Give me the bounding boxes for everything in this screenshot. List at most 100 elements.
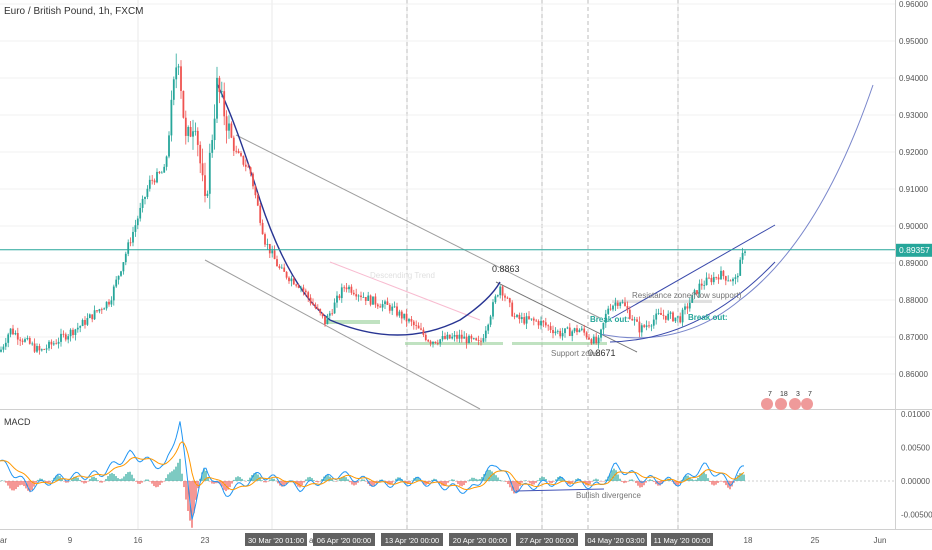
macd-histogram-bar <box>711 481 713 485</box>
event-markers[interactable]: 7 18 3 7 <box>761 391 813 410</box>
macd-histogram-bar <box>573 481 575 482</box>
chart-title: Euro / British Pound, 1h, FXCM <box>4 6 144 17</box>
event-icon-4[interactable] <box>801 398 813 410</box>
macd-histogram-bar <box>463 481 465 486</box>
macd-histogram-bar <box>549 481 551 483</box>
macd-histogram-bar <box>249 477 251 481</box>
candle-body <box>24 339 26 342</box>
macd-histogram-bar <box>147 479 149 481</box>
candle-body <box>422 329 425 335</box>
price-axis[interactable]: 0.96000 0.95000 0.94000 0.93000 0.92000 0.910… <box>899 0 928 379</box>
macd-histogram-bar <box>567 481 569 485</box>
candle-body <box>372 296 374 305</box>
macd-axis[interactable]: 0.01000 0.00500 0.00000 -0.00500 <box>901 410 932 520</box>
macd-tick: 0.00500 <box>901 444 930 453</box>
time-marker-label: 04 May '20 03:00 <box>587 536 644 545</box>
candle-body <box>242 155 245 165</box>
macd-histogram-bar <box>367 481 369 484</box>
macd-histogram-bar <box>373 481 375 486</box>
candle-body <box>312 303 314 305</box>
candle-body <box>182 90 185 118</box>
macd-histogram-bar <box>707 478 709 481</box>
candle-body <box>288 277 290 282</box>
candle-body <box>132 231 134 243</box>
candle-body <box>360 295 362 298</box>
macd-histogram-bar <box>247 479 249 481</box>
macd-histogram-bar <box>121 478 123 481</box>
macd-tick: 0.01000 <box>901 410 930 419</box>
macd-histogram-bar <box>85 481 87 484</box>
macd-label: MACD <box>4 417 31 427</box>
candle-body <box>506 297 509 299</box>
macd-histogram-bar <box>321 479 323 481</box>
candle-body <box>561 333 564 337</box>
divergence-label: Bullish divergence <box>576 491 641 500</box>
candle-body <box>316 308 319 309</box>
macd-histogram-bar <box>337 480 339 482</box>
macd-histogram-bar <box>655 481 657 485</box>
macd-histogram-bar <box>263 481 265 483</box>
macd-histogram-bar <box>137 481 139 484</box>
macd-histogram-bar <box>0 481 1 482</box>
candle-body <box>556 330 559 332</box>
candle-body <box>79 326 82 328</box>
time-axis[interactable]: 9 16 23 18 25 Jun 30 Mar '20 01:00 06 Apr '20 0… <box>0 533 886 546</box>
macd-tick: 0.00000 <box>901 477 930 486</box>
candle-body <box>645 325 648 327</box>
macd-histogram-bar <box>71 478 73 481</box>
candle-body <box>739 259 742 276</box>
candle-body <box>307 292 310 298</box>
macd-histogram-bar <box>49 481 51 483</box>
macd-histogram-bar <box>403 481 405 482</box>
candle-body <box>280 267 283 269</box>
candlestick-series <box>0 53 746 355</box>
macd-histogram-bar <box>717 481 719 483</box>
macd-histogram-bar <box>727 481 729 488</box>
candle-body <box>369 295 372 305</box>
macd-histogram-bar <box>259 476 261 481</box>
candle-body <box>276 259 278 267</box>
macd-histogram-bar <box>559 476 561 481</box>
candle-body <box>655 313 658 320</box>
candle-body <box>48 341 50 349</box>
candle-body <box>232 137 235 151</box>
event-count-2: 18 <box>780 391 788 398</box>
macd-histogram-bar <box>149 481 151 482</box>
candle-body <box>93 310 96 320</box>
candle-body <box>679 316 682 323</box>
candle-body <box>686 306 689 309</box>
macd-histogram-bar <box>151 481 153 484</box>
macd-histogram-bar <box>269 479 271 481</box>
resistance-zone <box>612 300 712 303</box>
candle-body <box>720 270 722 280</box>
macd-histogram-bar <box>737 475 739 481</box>
macd-histogram-bar <box>271 478 273 481</box>
macd-histogram-bar <box>57 475 59 481</box>
macd-histogram-bar <box>161 481 163 483</box>
macd-histogram-bar <box>185 481 187 500</box>
macd-histogram-bar <box>545 478 547 481</box>
candle-body <box>612 305 614 310</box>
grid-lines <box>0 0 895 529</box>
event-icon-1[interactable] <box>761 398 773 410</box>
candle-body <box>163 166 166 173</box>
candle-body <box>662 314 665 316</box>
candle-body <box>304 290 307 293</box>
macd-histogram-bar <box>641 481 643 488</box>
price-tick: 0.90000 <box>899 222 928 231</box>
candle-body <box>650 325 653 327</box>
macd-histogram-bar <box>75 476 77 481</box>
event-icon-2[interactable] <box>775 398 787 410</box>
macd-histogram-bar <box>443 481 445 487</box>
macd-histogram-bar <box>533 481 535 485</box>
candle-body <box>324 316 326 325</box>
low-label: 0.8671 <box>588 348 616 358</box>
macd-histogram-bar <box>257 474 259 481</box>
macd-histogram-bar <box>133 478 135 481</box>
macd-histogram-bar <box>213 481 215 484</box>
macd-histogram-bar <box>477 479 479 481</box>
event-icon-3[interactable] <box>789 398 801 410</box>
macd-histogram-bar <box>595 478 597 481</box>
macd-histogram-bar <box>15 481 17 490</box>
